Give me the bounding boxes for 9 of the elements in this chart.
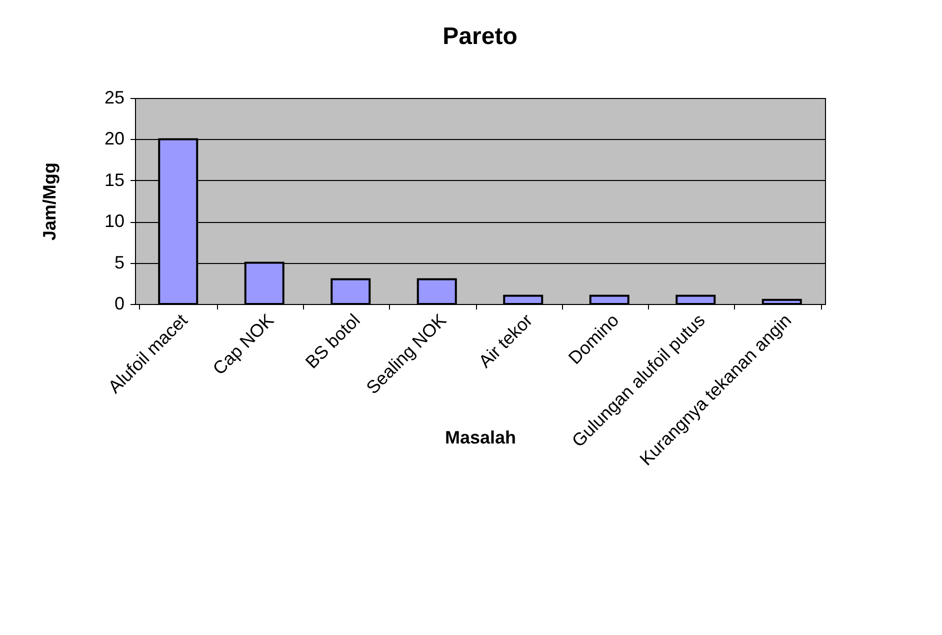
y-tick-label: 0 xyxy=(114,294,124,314)
y-tick-label: 10 xyxy=(104,211,124,232)
y-tick-label: 20 xyxy=(104,128,124,149)
y-tick-label: 5 xyxy=(114,252,124,272)
y-tick-label: 15 xyxy=(104,170,124,190)
x-axis-title: Masalah xyxy=(444,427,516,448)
y-tick-label: 25 xyxy=(104,88,124,108)
y-axis-title: Jam/Mgg xyxy=(39,162,60,241)
chart-title: Pareto xyxy=(442,23,518,50)
